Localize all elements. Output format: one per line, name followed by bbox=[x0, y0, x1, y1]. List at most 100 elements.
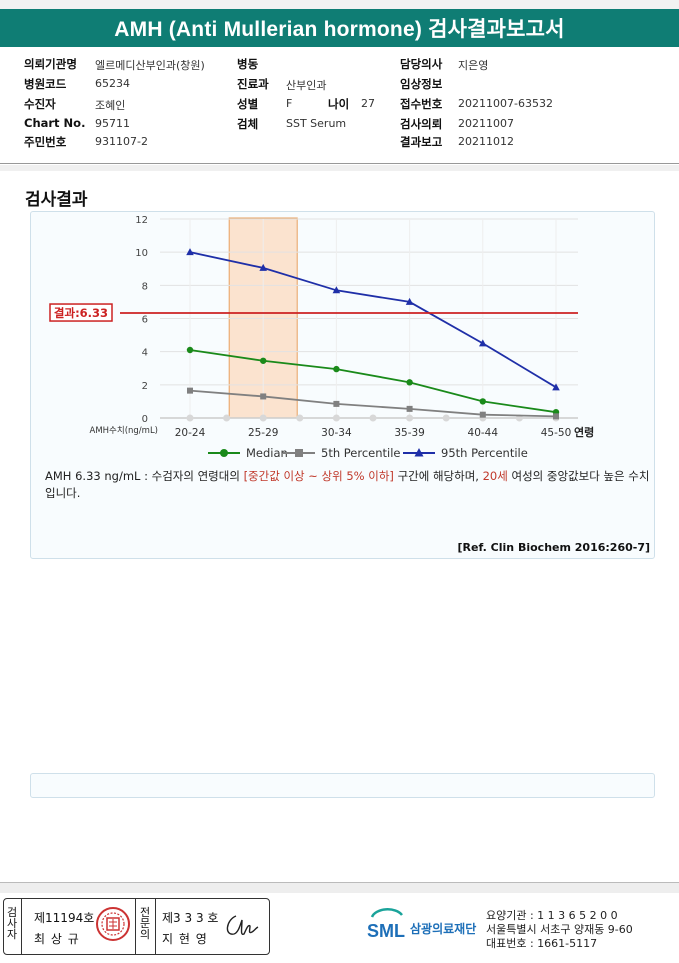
x-tick-label: 45-50 bbox=[541, 427, 572, 439]
data-point bbox=[260, 393, 267, 400]
reference-citation: [Ref. Clin Biochem 2016:260-7] bbox=[457, 541, 650, 554]
info-value-age: 27 bbox=[361, 97, 375, 110]
result-label: 결과:6.33 bbox=[54, 306, 108, 320]
desc-age: 20세 bbox=[482, 469, 508, 483]
info-label-clinical-info: 임상정보 bbox=[400, 77, 443, 91]
data-point bbox=[186, 248, 194, 256]
organization-code: 요양기관 : 1 1 3 6 5 2 0 0 bbox=[486, 909, 618, 922]
examiner-license-no: 제11194호 bbox=[34, 911, 95, 925]
info-label-doctor: 담당의사 bbox=[400, 57, 443, 71]
data-point bbox=[333, 400, 340, 407]
x-axis-label: 연령 bbox=[574, 425, 594, 439]
x-axis-tick bbox=[369, 414, 377, 422]
organization-name: 삼광의료재단 bbox=[410, 922, 477, 936]
amh-chart: 0 2 4 6 8 10 12 20-24 25-29 30-34 35-39 40-44 45-50 A… bbox=[49, 215, 594, 460]
info-value-request-date: 20211007 bbox=[458, 117, 514, 130]
info-label-ward: 병동 bbox=[237, 57, 259, 71]
info-label-patient: 수진자 bbox=[24, 97, 56, 111]
y-tick-label: 10 bbox=[135, 248, 148, 259]
info-label-institution: 의뢰기관명 bbox=[24, 57, 77, 71]
desc-part-5: 여성의 중앙값보다 높은 수치입니다. bbox=[45, 469, 650, 500]
y-tick-label: 0 bbox=[142, 414, 148, 425]
data-point bbox=[553, 413, 559, 420]
info-label-sex: 성별 bbox=[237, 97, 259, 111]
examiner-name: 최 상 규 bbox=[34, 932, 80, 946]
x-axis-tick bbox=[259, 414, 267, 422]
doctor-license-no: 제3 3 3 호 bbox=[162, 911, 219, 925]
info-label-specimen: 검체 bbox=[237, 117, 259, 131]
report-title: AMH (Anti Mullerian hormone) 검사결과보고서 bbox=[0, 9, 679, 47]
x-tick-label: 30-34 bbox=[321, 427, 352, 439]
info-value-report-date: 20211012 bbox=[458, 135, 514, 148]
info-label-resident-no: 주민번호 bbox=[24, 135, 67, 149]
data-point bbox=[406, 405, 413, 412]
y-tick-label: 6 bbox=[142, 315, 148, 326]
x-tick-label: 40-44 bbox=[468, 427, 499, 439]
x-axis-tick bbox=[296, 414, 304, 422]
y-axis-label: AMH수치(ng/mL) bbox=[90, 426, 158, 436]
desc-range: [중간값 이상 ~ 상위 5% 이하] bbox=[243, 469, 394, 483]
data-point bbox=[479, 398, 486, 405]
info-value-doctor: 지은영 bbox=[458, 59, 489, 72]
legend-label: 95th Percentile bbox=[441, 446, 528, 460]
sml-logo-text: SML bbox=[367, 921, 405, 941]
info-label-department: 진료과 bbox=[237, 77, 269, 91]
legend-label: 5th Percentile bbox=[321, 446, 401, 460]
data-point bbox=[406, 379, 413, 386]
data-point bbox=[479, 411, 486, 418]
comment-box bbox=[30, 773, 655, 798]
y-tick-label: 8 bbox=[142, 281, 148, 292]
info-label-receipt-no: 접수번호 bbox=[400, 97, 443, 111]
legend-label: Median bbox=[246, 446, 288, 460]
legend-marker bbox=[295, 449, 303, 457]
x-tick-label: 35-39 bbox=[394, 427, 425, 439]
info-value-receipt-no: 20211007-63532 bbox=[458, 97, 553, 110]
info-value-institution: 엘르메디산부인과(창원) bbox=[95, 59, 205, 72]
footer-band bbox=[0, 882, 679, 893]
doctor-name: 지 현 영 bbox=[162, 932, 208, 946]
x-axis-tick bbox=[223, 414, 231, 422]
data-point bbox=[479, 339, 487, 347]
info-label-age: 나이 bbox=[328, 97, 350, 111]
series-line-2 bbox=[189, 251, 557, 389]
x-axis-tick bbox=[442, 414, 450, 422]
data-point bbox=[405, 297, 414, 305]
info-value-resident-no: 931107-2 bbox=[95, 135, 148, 148]
data-point bbox=[332, 286, 341, 294]
examiner-seal-icon bbox=[96, 907, 130, 941]
info-label-request-date: 검사의뢰 bbox=[400, 117, 443, 131]
signature-box bbox=[3, 898, 270, 955]
info-label-report-date: 결과보고 bbox=[400, 135, 443, 149]
data-point bbox=[259, 263, 267, 271]
x-tick-label: 20-24 bbox=[175, 427, 206, 439]
legend-marker bbox=[414, 448, 424, 457]
info-label-hospital-code: 병원코드 bbox=[24, 77, 67, 91]
data-point bbox=[333, 365, 340, 373]
data-point bbox=[187, 387, 193, 394]
x-axis-tick bbox=[406, 414, 414, 422]
sig-divider bbox=[135, 898, 136, 955]
doctor-signature-icon bbox=[226, 915, 259, 936]
sig-divider bbox=[21, 898, 22, 955]
info-value-department: 산부인과 bbox=[286, 79, 327, 92]
y-tick-label: 2 bbox=[142, 381, 148, 392]
result-label-box bbox=[49, 303, 113, 322]
desc-part-1: AMH 6.33 ng/mL : 수검자의 연령대의 bbox=[45, 469, 244, 483]
info-value-patient: 조혜인 bbox=[95, 99, 126, 112]
x-tick-label: 25-29 bbox=[248, 427, 279, 439]
info-value-sex: F bbox=[286, 97, 293, 110]
series-line-1 bbox=[189, 389, 557, 418]
y-tick-label: 4 bbox=[142, 348, 148, 359]
data-point bbox=[552, 383, 560, 391]
y-tick-label: 12 bbox=[135, 215, 148, 226]
x-axis-tick bbox=[332, 414, 340, 422]
series-line-0 bbox=[189, 349, 557, 414]
info-divider-band bbox=[0, 165, 679, 171]
sig-divider bbox=[155, 898, 156, 955]
info-value-chart-no: 95711 bbox=[95, 117, 130, 130]
info-value-specimen: SST Serum bbox=[286, 117, 347, 130]
data-point bbox=[186, 346, 194, 354]
legend-marker bbox=[220, 449, 228, 457]
